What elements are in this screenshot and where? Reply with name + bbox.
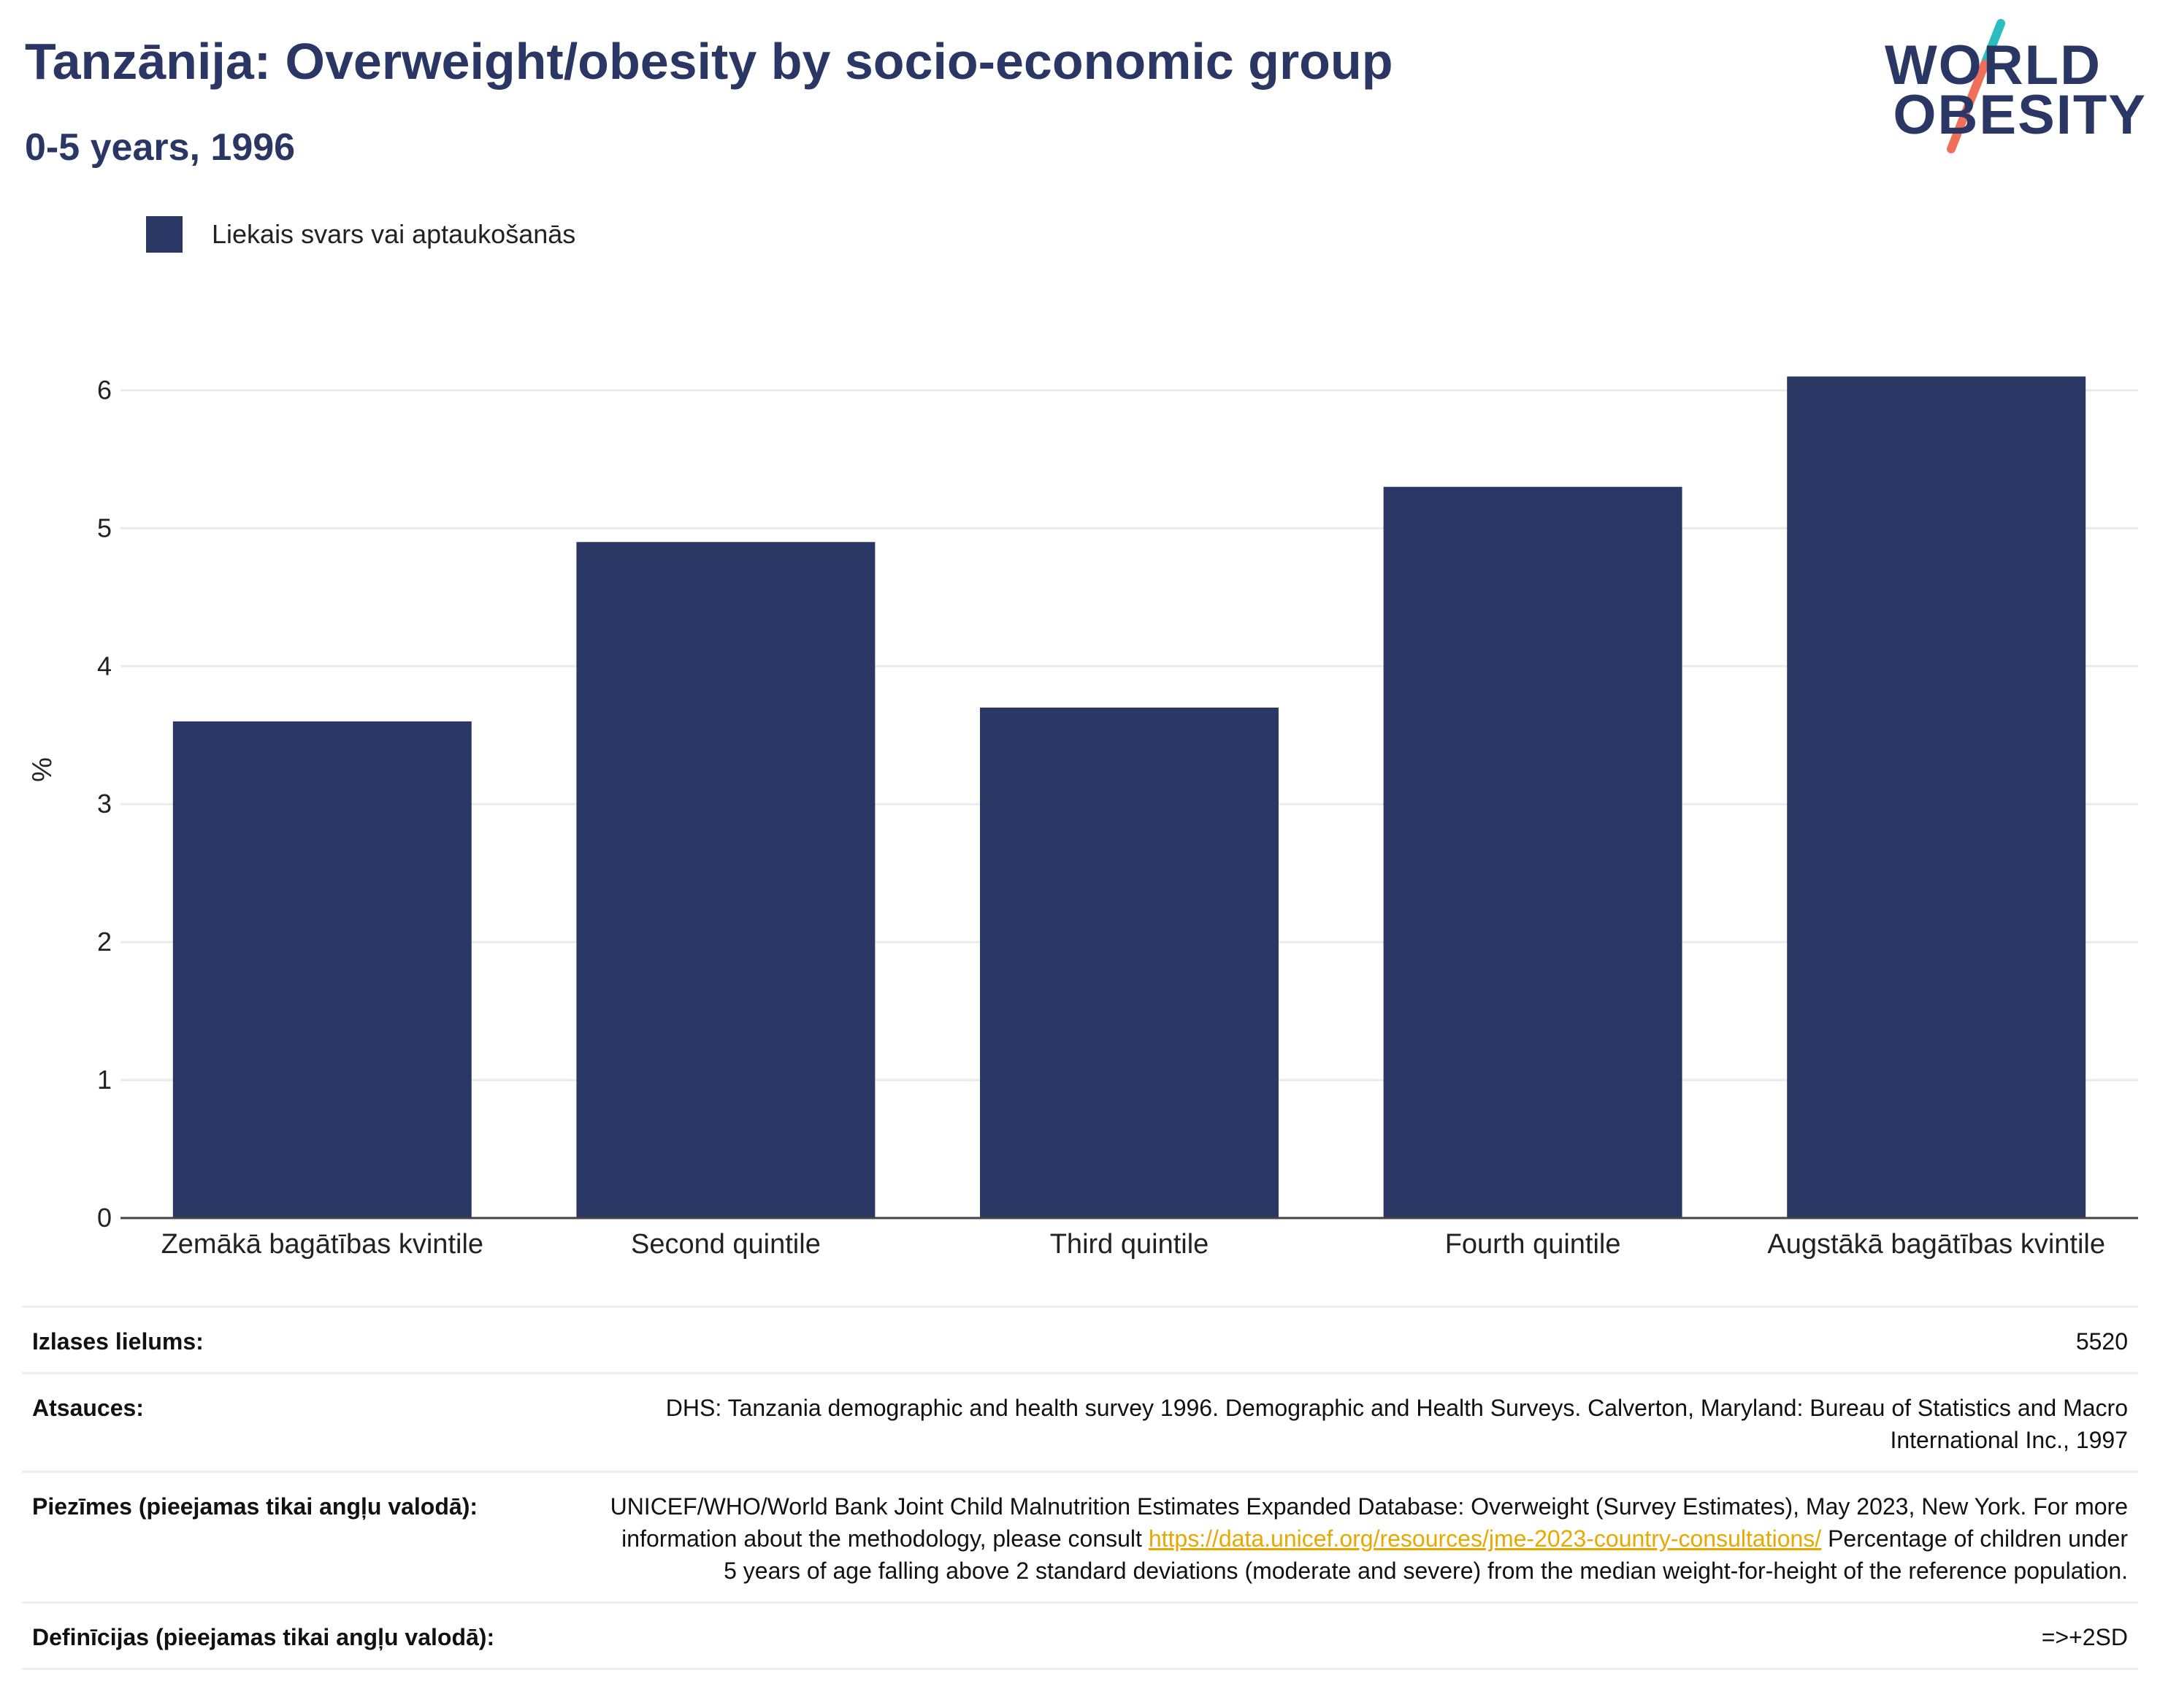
bar (980, 707, 1279, 1218)
y-tick-label: 2 (97, 927, 112, 957)
x-tick-label: Second quintile (631, 1229, 821, 1260)
bar (576, 542, 876, 1218)
bar-chart: 0 1 2 3 4 5 6% Zemākā bagātības kvintile Second … (27, 375, 2138, 1260)
y-tick-label: 5 (97, 513, 112, 543)
y-tick-label: 1 (97, 1065, 112, 1095)
notes-text-after: Percentage of children under 5 years of … (724, 1525, 2128, 1584)
bar (1787, 376, 2086, 1218)
logo-line-1: WORLD (1884, 34, 2102, 96)
references-label: Atsauces: (32, 1395, 144, 1421)
x-tick-label: Zemākā bagātības kvintile (161, 1229, 483, 1260)
sample-size-value: 5520 (2075, 1328, 2128, 1355)
y-axis-label: % (27, 757, 58, 782)
world-obesity-logo: WORLD OBESITY (1885, 15, 2147, 161)
references-value: DHS: Tanzania demographic and health sur… (665, 1395, 2128, 1453)
bar (1383, 486, 1682, 1218)
legend: Liekais svars vai aptaukošanās (146, 216, 575, 253)
sample-size-label: Izlases lielums: (32, 1328, 204, 1355)
legend-swatch (146, 216, 183, 253)
bar (172, 721, 472, 1218)
logo-slash-icon (1947, 19, 2005, 153)
metadata-table: Izlases lielums: 5520 Atsauces: DHS: Tan… (22, 1306, 2138, 1670)
logo-line-2: OBESITY (1893, 84, 2147, 146)
y-tick-label: 0 (97, 1203, 112, 1233)
definitions-label: Definīcijas (pieejamas tikai angļu valod… (32, 1624, 495, 1650)
notes-text-before: UNICEF/WHO/World Bank Joint Child Malnut… (610, 1493, 2128, 1552)
y-tick-label: 3 (97, 789, 112, 819)
legend-label: Liekais svars vai aptaukošanās (212, 219, 576, 249)
methodology-link[interactable]: https://data.unicef.org/resources/jme-20… (1148, 1525, 1822, 1552)
x-tick-label: Fourth quintile (1445, 1229, 1621, 1260)
definitions-value: =>+2SD (2041, 1624, 2128, 1650)
notes-value: UNICEF/WHO/World Bank Joint Child Malnut… (609, 1490, 2128, 1587)
y-tick-label: 4 (97, 651, 112, 681)
chart-title: Tanzānija: Overweight/obesity by socio-e… (25, 33, 1393, 90)
references-row: Atsauces: DHS: Tanzania demographic and … (22, 1372, 2138, 1471)
notes-row: Piezīmes (pieejamas tikai angļu valodā):… (22, 1471, 2138, 1601)
x-tick-label: Augstākā bagātības kvintile (1767, 1229, 2105, 1260)
x-tick-label: Third quintile (1050, 1229, 1209, 1260)
y-tick-label: 6 (97, 375, 112, 405)
chart-subtitle: 0-5 years, 1996 (25, 126, 296, 169)
notes-label: Piezīmes (pieejamas tikai angļu valodā): (32, 1493, 478, 1520)
sample-size-row: Izlases lielums: 5520 (22, 1306, 2138, 1372)
definitions-row: Definīcijas (pieejamas tikai angļu valod… (22, 1601, 2138, 1670)
